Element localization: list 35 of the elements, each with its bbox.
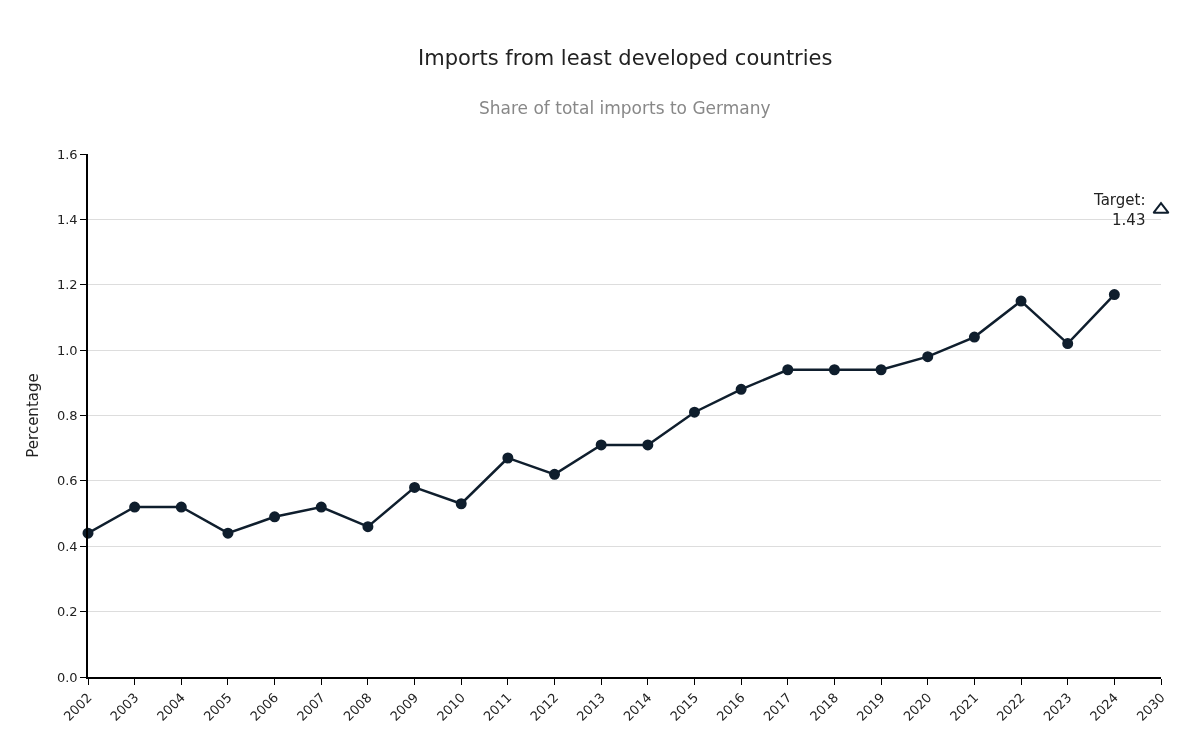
y-tick-label: 0.6 bbox=[56, 473, 78, 489]
y-tick-label: 1.0 bbox=[56, 342, 78, 358]
y-tick-label: 1.4 bbox=[56, 211, 78, 227]
y-tick-label: 0.4 bbox=[56, 538, 78, 554]
y-axis-title: Percentage bbox=[23, 373, 42, 458]
point bbox=[595, 439, 607, 451]
point bbox=[968, 331, 980, 343]
y-tick-label: 1.2 bbox=[56, 277, 78, 293]
point bbox=[828, 364, 840, 376]
point bbox=[688, 406, 700, 418]
y-tick-label: 0.8 bbox=[56, 408, 78, 424]
point bbox=[782, 364, 794, 376]
point bbox=[269, 511, 281, 523]
chart-title: Imports from least developed countries bbox=[418, 46, 833, 70]
point bbox=[1015, 295, 1027, 307]
point bbox=[409, 481, 421, 493]
y-tick-label: 1.6 bbox=[56, 146, 78, 162]
point bbox=[175, 501, 187, 513]
point bbox=[455, 498, 467, 510]
point bbox=[1108, 289, 1120, 301]
annotation: Target: 1.43 bbox=[1093, 191, 1146, 229]
point bbox=[922, 351, 934, 363]
point bbox=[362, 521, 374, 533]
point bbox=[642, 439, 654, 451]
point bbox=[315, 501, 327, 513]
point bbox=[1062, 338, 1074, 350]
point bbox=[875, 364, 887, 376]
point bbox=[549, 468, 561, 480]
chart-subtitle: Share of total imports to Germany bbox=[479, 98, 771, 118]
point bbox=[502, 452, 514, 464]
y-tick-label: 0.2 bbox=[56, 604, 78, 620]
point bbox=[129, 501, 141, 513]
y-tick-label: 0.0 bbox=[56, 669, 78, 685]
point bbox=[735, 383, 747, 395]
point bbox=[222, 527, 234, 539]
